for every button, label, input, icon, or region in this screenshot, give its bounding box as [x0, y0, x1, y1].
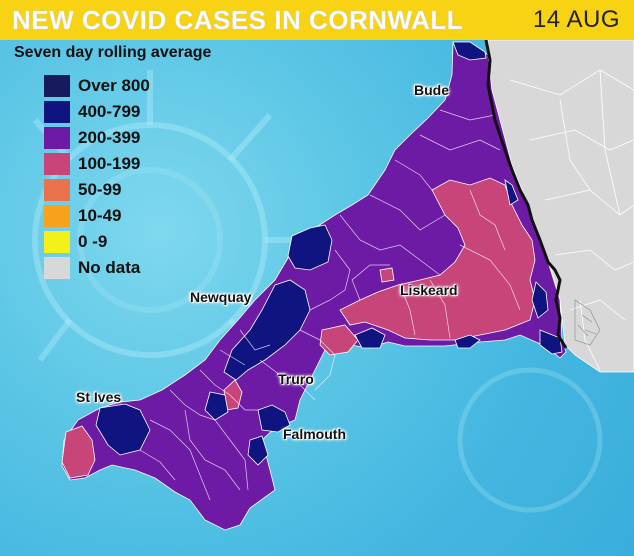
legend-swatch — [44, 101, 70, 123]
areas-400-799 — [95, 41, 563, 466]
place-label-st-ives: St Ives — [76, 389, 122, 405]
legend: Over 800 400-799 200-399 100-199 50-99 1… — [44, 74, 150, 282]
legend-swatch — [44, 75, 70, 97]
legend-swatch — [44, 231, 70, 253]
district-boundaries — [139, 109, 521, 501]
legend-item: 200-399 — [44, 126, 150, 150]
legend-item: 0 -9 — [44, 230, 150, 254]
header-bar: NEW COVID CASES IN CORNWALL 14 AUG — [0, 0, 634, 40]
place-label-newquay: Newquay — [190, 289, 252, 305]
legend-swatch — [44, 257, 70, 279]
place-label-truro: Truro — [278, 371, 314, 387]
legend-label: Over 800 — [78, 76, 150, 95]
legend-swatch — [44, 179, 70, 201]
legend-label: 0 -9 — [78, 232, 108, 251]
legend-label: 400-799 — [78, 102, 141, 121]
legend-swatch — [44, 127, 70, 149]
place-label-liskeard: Liskeard — [400, 282, 458, 298]
place-label-bude: Bude — [414, 82, 449, 98]
legend-item: 10-49 — [44, 204, 150, 228]
legend-label: No data — [78, 258, 141, 277]
page-title: NEW COVID CASES IN CORNWALL — [12, 4, 464, 35]
virus-decoration-right — [457, 367, 603, 513]
legend-label: 50-99 — [78, 180, 122, 199]
legend-item: 100-199 — [44, 152, 150, 176]
legend-label: 200-399 — [78, 128, 141, 147]
legend-item: 50-99 — [44, 178, 150, 202]
county-boundary — [484, 39, 568, 349]
legend-item: Over 800 — [44, 74, 150, 98]
areas-100-199 — [61, 177, 536, 479]
legend-item: No data — [44, 256, 150, 280]
legend-swatch — [44, 205, 70, 227]
legend-label: 10-49 — [78, 206, 122, 225]
legend-item: 400-799 — [44, 100, 150, 124]
date-label: 14 AUG — [532, 6, 620, 33]
legend-label: 100-199 — [78, 154, 141, 173]
subtitle: Seven day rolling average — [14, 44, 212, 61]
devon-district-lines — [509, 69, 634, 371]
plymouth-detail — [574, 299, 601, 346]
place-label-falmouth: Falmouth — [283, 426, 346, 442]
legend-swatch — [44, 153, 70, 175]
